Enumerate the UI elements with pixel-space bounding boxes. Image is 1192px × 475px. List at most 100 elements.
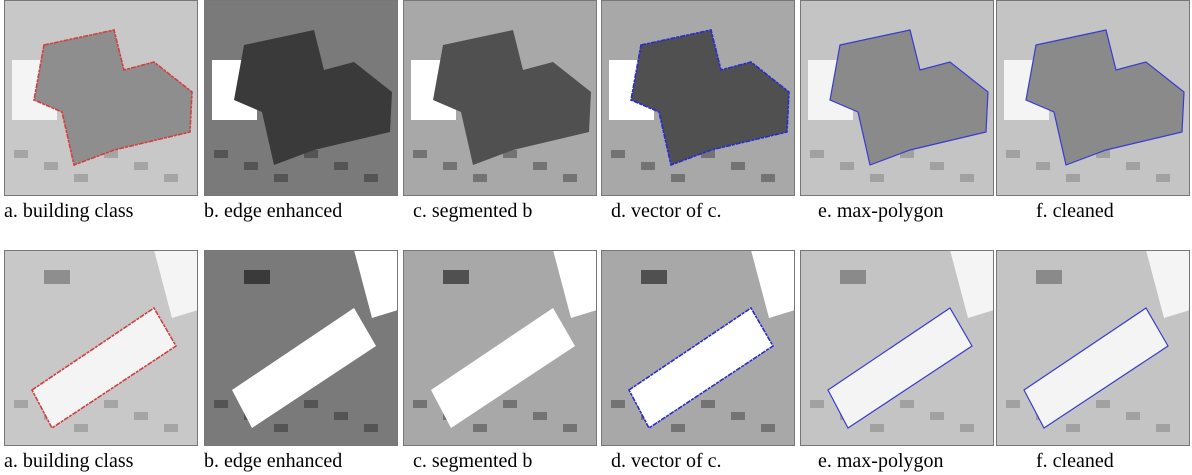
texture [900,400,914,408]
caption: d. vector of c. [611,450,722,472]
texture [1036,162,1050,170]
aerial-image [800,0,994,196]
texture [244,270,270,284]
texture [214,150,228,158]
texture [731,162,745,170]
panel: a. building class [4,0,198,223]
texture [840,162,854,170]
aerial-image [403,0,597,196]
panel: b. edge enhanced [204,250,398,473]
texture [104,150,118,158]
building [828,308,972,428]
texture [1156,424,1170,432]
bright-area [950,250,994,318]
building [431,308,575,428]
aerial-image [4,250,198,446]
texture [443,162,457,170]
texture [810,400,824,408]
texture [671,424,685,432]
panel: f. cleaned [996,250,1190,473]
texture [443,270,469,284]
texture [1126,412,1140,420]
caption: e. max-polygon [818,450,944,472]
outline [30,306,178,430]
texture [413,150,427,158]
panel: e. max-polygon [800,0,994,223]
outline [33,29,193,167]
texture [900,150,914,158]
bright-area [354,250,398,318]
frame [601,0,795,196]
texture [671,174,685,182]
texture [1126,162,1140,170]
caption: b. edge enhanced [204,450,343,472]
texture [840,270,866,284]
texture [1096,150,1110,158]
texture [930,412,944,420]
building [1024,308,1168,428]
building [1026,30,1184,165]
building [629,308,773,428]
outline [1025,29,1185,166]
texture [164,424,178,432]
aerial-image [204,250,398,446]
texture [533,162,547,170]
building [234,30,392,165]
building [631,30,789,165]
texture [1036,270,1062,284]
outline [627,306,775,430]
bright-area [154,250,198,318]
texture [611,400,625,408]
panel: b. edge enhanced [204,0,398,223]
texture [611,150,625,158]
aerial-image [996,250,1190,446]
texture [214,400,228,408]
panel: c. segmented b [403,250,597,473]
frame [403,250,597,446]
panel: e. max-polygon [800,250,994,473]
aerial-image [4,0,198,196]
aerial-image [601,250,795,446]
texture [304,150,318,158]
texture [533,412,547,420]
texture [14,400,28,408]
texture [74,174,88,182]
texture [641,270,667,284]
texture [164,174,178,182]
texture [503,400,517,408]
building [830,30,988,165]
caption: c. segmented b [413,200,533,222]
frame [403,0,597,196]
aerial-image [601,0,795,196]
texture [1156,174,1170,182]
texture [1006,150,1020,158]
texture [14,150,28,158]
frame [4,0,198,196]
panel: f. cleaned [996,0,1190,223]
texture [563,174,577,182]
caption: b. edge enhanced [204,200,343,222]
texture [1096,400,1110,408]
texture [701,150,715,158]
texture [334,162,348,170]
frame [4,250,198,446]
texture [104,400,118,408]
outline [827,307,973,429]
texture [413,400,427,408]
outline [1023,307,1169,429]
caption: a. building class [4,200,134,222]
frame [204,0,398,196]
texture [761,424,775,432]
building [32,308,176,428]
texture [134,412,148,420]
caption: a. building class [4,450,134,472]
texture [1066,424,1080,432]
panel: c. segmented b [403,0,597,223]
panel: d. vector of c. [601,0,795,223]
frame [601,250,795,446]
texture [304,400,318,408]
texture [134,162,148,170]
caption: d. vector of c. [611,200,722,222]
texture [473,424,487,432]
